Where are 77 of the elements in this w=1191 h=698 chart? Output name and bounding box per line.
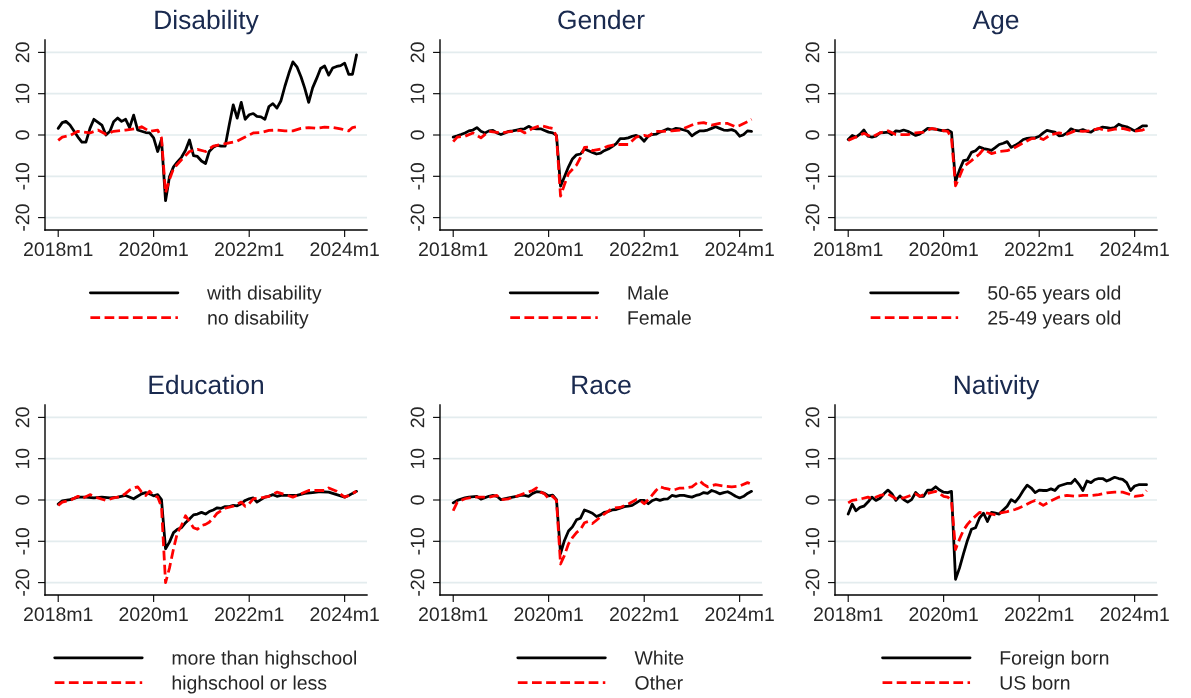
y-tick-label: 0 — [15, 495, 30, 505]
x-tick-label: 2022m1 — [610, 607, 679, 622]
x-tick-label: 2018m1 — [814, 242, 883, 257]
y-tick-label: 20 — [410, 42, 425, 63]
y-tick-label: -20 — [805, 204, 820, 231]
legend-label: Female — [628, 310, 691, 325]
chart-title: Gender — [558, 9, 645, 30]
x-tick-label: 2020m1 — [909, 242, 978, 257]
x-tick-label: 2024m1 — [310, 607, 379, 622]
y-tick-label: 10 — [805, 83, 820, 104]
y-tick-label: 10 — [15, 83, 30, 104]
y-tick-label: 0 — [410, 130, 425, 140]
y-tick-label: -10 — [805, 163, 820, 190]
y-tick-label: 20 — [15, 407, 30, 428]
x-tick-label: 2024m1 — [1100, 607, 1169, 622]
y-tick-label: -10 — [410, 163, 425, 190]
chart-title: Age — [972, 10, 1019, 35]
line-series — [451, 479, 753, 566]
y-tick-label: 10 — [410, 83, 425, 104]
legend-label: with disability — [207, 285, 322, 304]
legend-label: 50-65 years old — [988, 285, 1121, 304]
legend-label: Foreign born — [1000, 650, 1109, 669]
y-tick-label: 20 — [805, 42, 820, 63]
x-tick-label: 2020m1 — [909, 607, 978, 622]
chart-title: Race — [572, 375, 631, 395]
x-tick-label: 2022m1 — [215, 607, 284, 622]
chart-title: Nativity — [954, 374, 1040, 400]
x-tick-label: 2018m1 — [419, 607, 488, 622]
y-tick-label: -10 — [15, 163, 30, 190]
y-tick-label: 0 — [15, 130, 30, 140]
y-tick-label: 10 — [805, 448, 820, 469]
line-series — [451, 117, 753, 198]
y-tick-label: 10 — [15, 448, 30, 469]
x-tick-label: 2022m1 — [1005, 242, 1074, 257]
legend-label: no disability — [208, 310, 309, 329]
y-tick-label: -20 — [15, 569, 30, 596]
legend-label: more than highschool — [172, 650, 356, 669]
y-tick-label: 20 — [410, 407, 425, 428]
x-tick-label: 2024m1 — [705, 242, 774, 257]
x-tick-label: 2020m1 — [119, 242, 188, 257]
y-tick-label: 0 — [805, 130, 820, 140]
legend-label: highschool or less — [172, 675, 327, 694]
y-tick-label: 20 — [15, 42, 30, 63]
y-tick-label: -10 — [805, 528, 820, 555]
chart-title: Education — [149, 374, 263, 395]
legend-label: Male — [628, 285, 669, 300]
y-tick-label: -10 — [410, 528, 425, 555]
legend-label: 25-49 years old — [988, 310, 1121, 329]
y-tick-label: 10 — [410, 448, 425, 469]
y-tick-label: 20 — [805, 407, 820, 428]
x-tick-label: 2020m1 — [514, 607, 583, 622]
chart-title: Disability — [155, 9, 259, 35]
x-tick-label: 2020m1 — [119, 607, 188, 622]
x-tick-label: 2022m1 — [1005, 607, 1074, 622]
x-tick-label: 2022m1 — [215, 242, 284, 257]
x-tick-label: 2024m1 — [310, 242, 379, 257]
x-tick-label: 2018m1 — [24, 242, 93, 257]
y-tick-label: -10 — [15, 528, 30, 555]
y-tick-label: -20 — [410, 204, 425, 231]
legend-label: Other — [635, 675, 683, 690]
x-tick-label: 2024m1 — [705, 607, 774, 622]
x-tick-label: 2024m1 — [1100, 242, 1169, 257]
x-tick-label: 2018m1 — [24, 607, 93, 622]
y-tick-label: 0 — [410, 495, 425, 505]
x-tick-label: 2022m1 — [610, 242, 679, 257]
x-tick-label: 2018m1 — [419, 242, 488, 257]
y-tick-label: -20 — [15, 204, 30, 231]
line-series — [56, 125, 358, 195]
y-tick-label: -20 — [410, 569, 425, 596]
x-tick-label: 2018m1 — [814, 607, 883, 622]
y-tick-label: -20 — [805, 569, 820, 596]
x-tick-label: 2020m1 — [514, 242, 583, 257]
legend-label: White — [634, 650, 684, 665]
line-series — [56, 485, 358, 584]
legend-label: US born — [1000, 675, 1070, 690]
line-series — [846, 489, 1148, 551]
y-tick-label: 0 — [805, 495, 820, 505]
